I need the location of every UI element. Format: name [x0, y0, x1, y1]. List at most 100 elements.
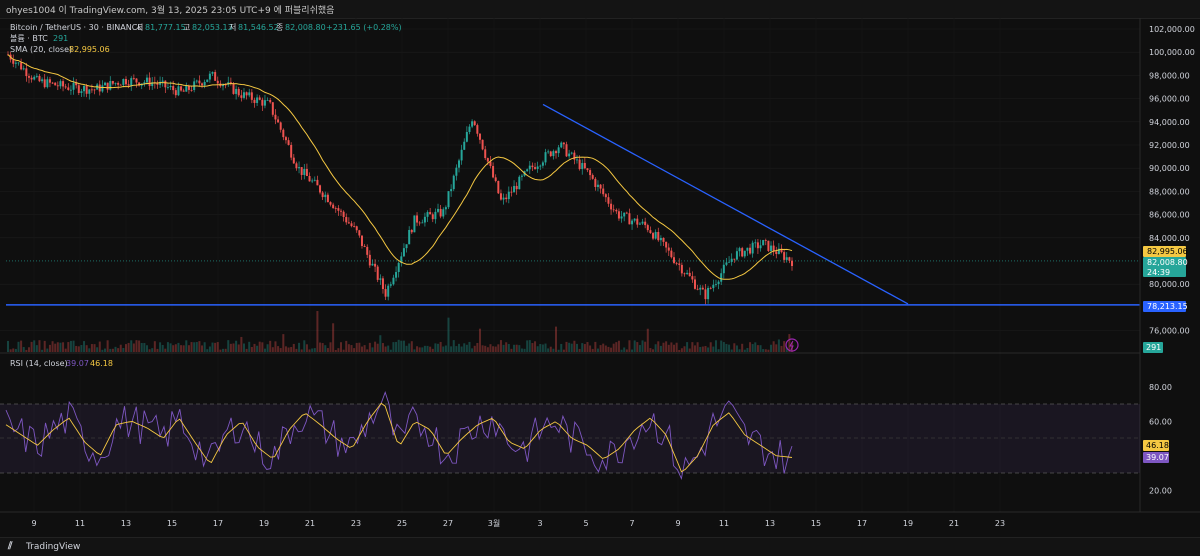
candle-body	[599, 184, 602, 189]
volume-bar	[98, 341, 101, 352]
candle-body	[208, 73, 211, 80]
rsi-axis[interactable]: 80.00 60.00 20.00	[1149, 383, 1172, 496]
volume-bar	[85, 345, 88, 352]
candle-body	[211, 72, 214, 74]
candle-body	[392, 277, 395, 285]
candle-body	[127, 84, 130, 86]
candle-body	[130, 78, 133, 86]
volume-bar	[35, 345, 38, 352]
volume-bar	[714, 340, 717, 352]
support-badge: 78,213.15	[1143, 301, 1188, 312]
volume-bar	[368, 342, 371, 352]
candle-body	[510, 191, 513, 193]
volume-bar	[476, 342, 479, 352]
candle-body	[235, 88, 238, 94]
sma-label: SMA (20, close)	[10, 45, 72, 54]
candle-body	[85, 85, 88, 94]
volume-bar	[229, 343, 232, 352]
volume-bar	[659, 345, 662, 352]
volume-bar	[109, 348, 112, 352]
volume-bar	[578, 348, 581, 352]
volume-bar	[733, 343, 736, 352]
candle-body	[610, 203, 613, 210]
time-axis[interactable]: 9 11 13 15 17 19 21 23 25 27 3월 3 5 7 9 11 13 15 17 19 21 23	[31, 518, 1005, 528]
alert-icon[interactable]	[785, 338, 799, 352]
trend-line[interactable]	[542, 103, 909, 305]
price-panel[interactable]	[0, 18, 1140, 512]
time-tick-label: 13	[765, 519, 775, 528]
sma-line	[7, 54, 793, 280]
candle-body	[33, 76, 36, 80]
low-value: 81,546.52	[238, 23, 279, 32]
volume-bar	[693, 345, 696, 352]
volume-bar	[764, 349, 767, 352]
candle-body	[88, 89, 91, 94]
volume-bar	[421, 347, 424, 352]
candle-body	[526, 169, 529, 172]
volume-bar	[337, 348, 340, 352]
candle-body	[728, 261, 731, 263]
volume-bar	[570, 343, 573, 352]
volume-bar	[127, 342, 130, 352]
volume-bar	[237, 344, 240, 352]
time-tick-label: 3월	[488, 518, 500, 528]
volume-bar	[552, 348, 555, 352]
volume-bar	[319, 342, 322, 352]
candle-body	[22, 68, 25, 70]
price-axis[interactable]: 102,000.00 100,000.00 98,000.00 96,000.00 94…	[1149, 25, 1195, 336]
candle-body	[93, 89, 96, 91]
candle-body	[549, 151, 552, 157]
candle-body	[628, 213, 631, 225]
candle-body	[560, 142, 563, 148]
rsi-ma-line	[5, 402, 793, 473]
candle-body	[733, 258, 736, 260]
candle-body	[437, 208, 440, 212]
time-tick-label: 15	[167, 519, 177, 528]
candle-body	[754, 242, 757, 244]
candle-body	[759, 245, 762, 249]
candle-body	[151, 82, 154, 87]
symbol-title: Bitcoin / TetherUS · 30 · BINANCE	[10, 23, 142, 32]
volume-bar	[557, 349, 560, 352]
volume-bar	[25, 349, 28, 352]
volume-bar	[486, 347, 489, 352]
volume-bar	[316, 311, 319, 352]
candle-body	[258, 97, 261, 100]
volume-bar	[329, 342, 332, 352]
volume-bar	[242, 343, 245, 352]
volume-bar	[560, 343, 563, 352]
volume-bar	[439, 341, 442, 352]
price-tick-label: 92,000.00	[1149, 141, 1190, 150]
candle-body	[434, 211, 437, 220]
candle-body	[738, 248, 741, 252]
price-tick-label: 96,000.00	[1149, 95, 1190, 104]
open-value: 81,777.15	[145, 23, 186, 32]
candle-body	[662, 237, 665, 242]
volume-bar	[691, 342, 694, 352]
candle-body	[195, 80, 198, 82]
volume-bar	[507, 344, 510, 352]
volume-bar	[628, 340, 631, 352]
volume-bar	[59, 342, 62, 352]
rsi-panel[interactable]	[0, 391, 1140, 480]
rsi-ma-badge-text: 46.18	[1146, 441, 1169, 450]
volume-bar	[138, 340, 141, 352]
candle-body	[707, 287, 710, 300]
candle-body	[206, 79, 209, 82]
chart-canvas[interactable]: Bitcoin / TetherUS · 30 · BINANCE 시 81,7…	[0, 0, 1200, 537]
candle-body	[38, 75, 41, 82]
candle-body	[791, 260, 793, 266]
volume-bar	[746, 347, 749, 352]
volume-bar	[586, 342, 589, 352]
candle-body	[90, 89, 93, 91]
candle-body	[305, 168, 308, 177]
volume-bar	[783, 341, 786, 352]
volume-bar	[379, 335, 382, 352]
candle-body	[494, 177, 497, 181]
candle-body	[266, 99, 269, 101]
volume-bar	[607, 346, 610, 352]
candle-body	[17, 62, 20, 64]
volume-bar	[741, 343, 744, 352]
candle-body	[379, 278, 382, 280]
volume-bar	[534, 341, 537, 352]
